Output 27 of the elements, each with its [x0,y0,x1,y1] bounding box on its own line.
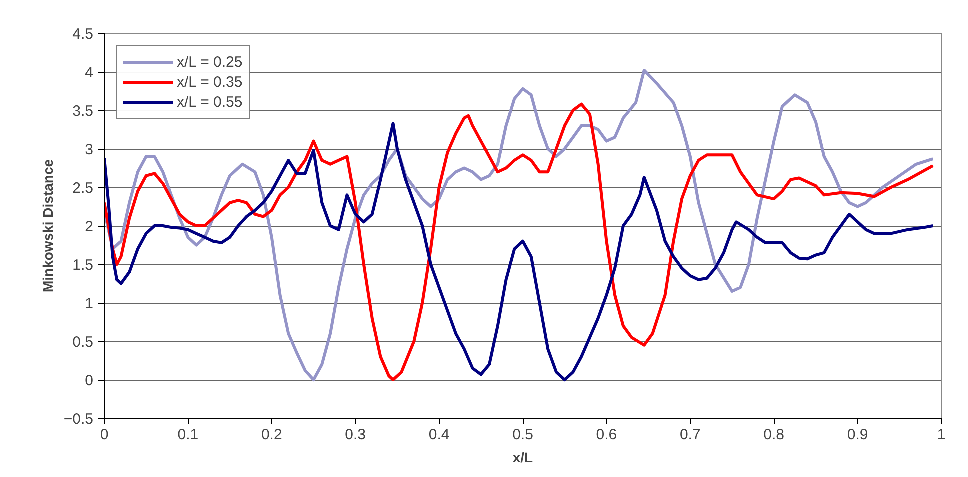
x-tick-label: 1 [937,426,946,444]
y-axis-title: Minkowski Distance [40,159,56,293]
legend-label: x/L = 0.55 [177,94,243,110]
y-tick-label: 1.5 [72,257,94,274]
x-tick-label: 0.9 [847,426,868,444]
x-tick-label: 0.5 [512,426,534,444]
legend-label: x/L = 0.25 [177,54,243,70]
x-tick-label: 0 [100,426,109,444]
y-tick-label: 4 [85,64,94,82]
y-tick-label: 3.5 [72,103,94,120]
x-tick-label: 0.3 [345,426,366,444]
x-axis-title: x/L [512,450,534,466]
x-tick-label: 0.4 [428,426,450,444]
x-tick-label: 0.6 [596,426,618,444]
y-tick-label: 3 [85,142,94,158]
y-tick-label: 0.5 [72,334,94,351]
y-tick-label: 4.5 [72,26,94,43]
legend-label: x/L = 0.35 [177,74,243,90]
x-tick-label: 0.7 [680,426,701,444]
y-tick-label: 1 [85,296,94,312]
x-tick-label: 0.2 [261,426,282,444]
y-tick-label: 0 [85,372,94,390]
y-tick-label: −0.5 [64,411,94,428]
x-tick-label: 0.8 [764,426,785,444]
y-tick-label: 2 [85,218,94,236]
x-tick-label: 0.1 [178,426,199,444]
y-tick-label: 2.5 [72,180,94,197]
